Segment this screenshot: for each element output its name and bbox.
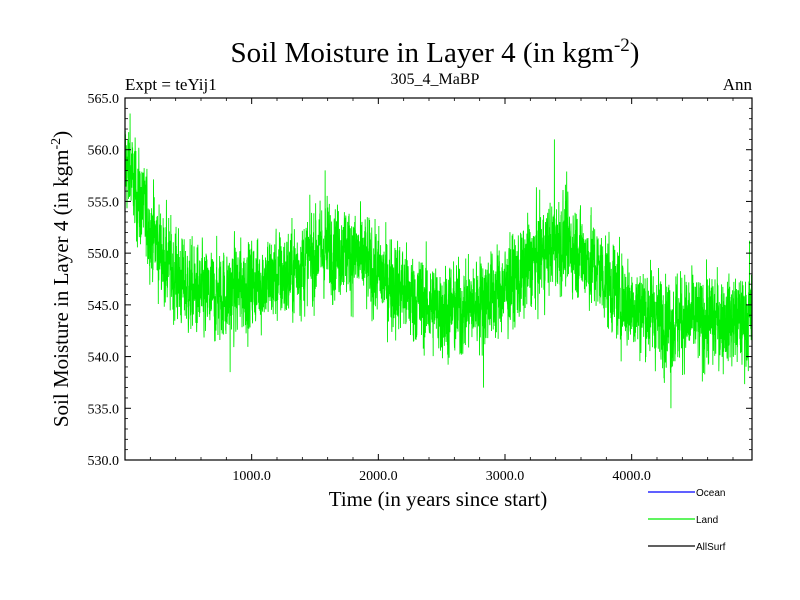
y-tick-label: 530.0	[88, 454, 120, 469]
series-layer	[125, 113, 752, 409]
y-axis-label: Soil Moisture in Layer 4 (in kgm-2)	[49, 131, 73, 427]
legend-label-land: Land	[696, 515, 718, 526]
subtitle-period: Ann	[723, 75, 753, 94]
y-tick-label: 555.0	[88, 195, 120, 210]
plot-frame	[124, 97, 753, 461]
y-tick-label: 535.0	[88, 402, 120, 417]
x-tick-label: 4000.0	[612, 469, 651, 484]
x-axis: 1000.0 2000.0 3000.0 4000.0	[149, 98, 734, 484]
legend-label-ocean: Ocean	[696, 488, 725, 499]
chart-legend: Ocean Land AllSurf	[648, 488, 726, 553]
legend-label-allsurf: AllSurf	[696, 542, 726, 553]
subtitle-experiment: Expt = teYij1	[125, 75, 217, 94]
y-tick-label: 540.0	[88, 351, 120, 366]
x-axis-label: Time (in years since start)	[329, 487, 548, 511]
x-tick-label: 3000.0	[486, 469, 525, 484]
y-tick-label: 550.0	[88, 247, 120, 262]
series-line-land	[125, 113, 752, 409]
y-tick-label: 545.0	[88, 299, 120, 314]
chart-title: Soil Moisture in Layer 4 (in kgm-2)	[231, 35, 640, 69]
y-axis: 530.0 535.0 540.0 545.0 550.0 555.0 560.0 565.0	[88, 92, 752, 469]
y-tick-label: 565.0	[88, 92, 120, 107]
x-tick-label: 2000.0	[359, 469, 398, 484]
subtitle-run: 305_4_MaBP	[391, 71, 480, 88]
x-tick-label: 1000.0	[232, 469, 271, 484]
y-tick-label: 560.0	[88, 144, 120, 159]
plot-area	[125, 113, 752, 409]
